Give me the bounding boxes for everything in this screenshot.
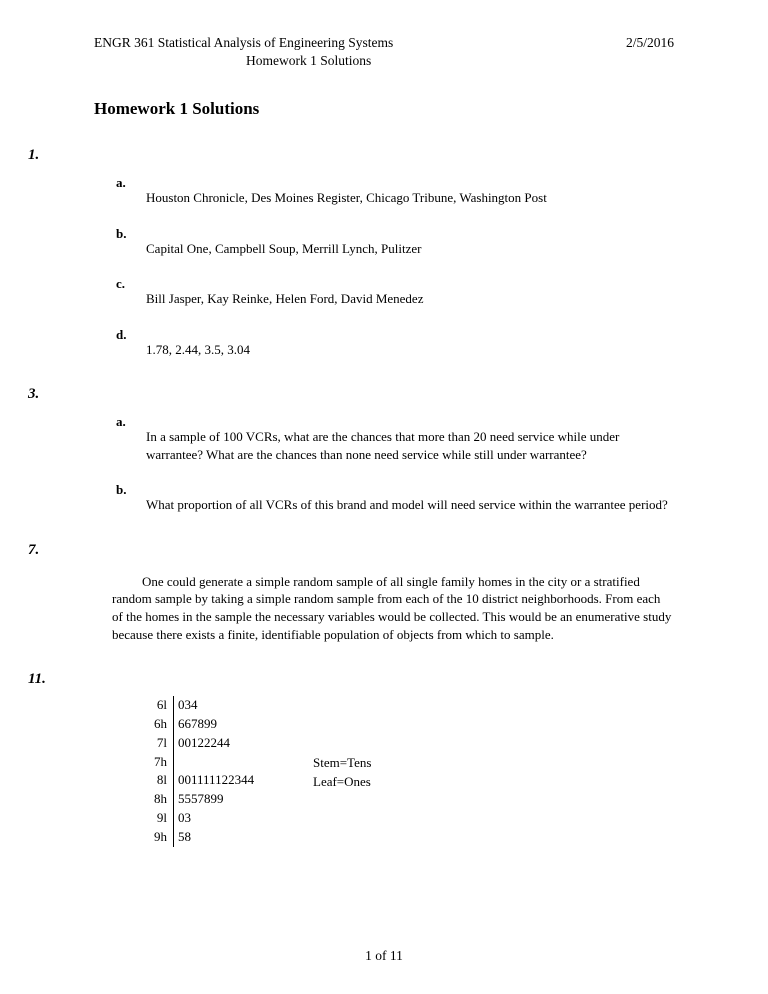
- part-text: Bill Jasper, Kay Reinke, Helen Ford, Dav…: [146, 275, 674, 308]
- problem-number: 7.: [28, 542, 674, 559]
- part-text: Houston Chronicle, Des Moines Register, …: [146, 174, 674, 207]
- part-text: 1.78, 2.44, 3.5, 3.04: [146, 326, 674, 359]
- page-header: ENGR 361 Statistical Analysis of Enginee…: [94, 34, 674, 69]
- problem-number: 11.: [28, 671, 674, 688]
- stem: 8l: [154, 771, 167, 790]
- part-text: In a sample of 100 VCRs, what are the ch…: [146, 413, 674, 463]
- key-line: Stem=Tens: [313, 754, 371, 773]
- stem: 7h: [154, 753, 167, 772]
- leaf: 667899: [178, 715, 273, 734]
- leaf: 00122244: [178, 734, 273, 753]
- problem-1: 1. a. Houston Chronicle, Des Moines Regi…: [94, 147, 674, 358]
- stem: 9l: [154, 809, 167, 828]
- stem-leaf-plot: 6l 6h 7l 7h 8l 8h 9l 9h 034 667899 00122…: [94, 696, 674, 847]
- stem-leaf-key: Stem=Tens Leaf=Ones: [313, 696, 371, 847]
- course-title: ENGR 361 Statistical Analysis of Enginee…: [94, 34, 393, 52]
- leaf: 001111122344: [178, 771, 273, 790]
- homework-subtitle: Homework 1 Solutions: [94, 52, 393, 70]
- key-line: Leaf=Ones: [313, 773, 371, 792]
- part-b: b. What proportion of all VCRs of this b…: [116, 481, 674, 514]
- date: 2/5/2016: [626, 34, 674, 69]
- page-title: Homework 1 Solutions: [94, 99, 674, 119]
- leaf: 034: [178, 696, 273, 715]
- page-footer: 1 of 11: [0, 948, 768, 964]
- part-a: a. Houston Chronicle, Des Moines Registe…: [116, 174, 674, 207]
- part-text: What proportion of all VCRs of this bran…: [146, 481, 674, 514]
- problem-3: 3. a. In a sample of 100 VCRs, what are …: [94, 386, 674, 514]
- part-label: d.: [116, 326, 150, 359]
- problem-text: One could generate a simple random sampl…: [94, 567, 674, 643]
- stem: 7l: [154, 734, 167, 753]
- stem: 6l: [154, 696, 167, 715]
- leaf: [178, 753, 273, 772]
- part-text: Capital One, Campbell Soup, Merrill Lync…: [146, 225, 674, 258]
- part-c: c. Bill Jasper, Kay Reinke, Helen Ford, …: [116, 275, 674, 308]
- part-label: a.: [116, 174, 150, 207]
- stem: 8h: [154, 790, 167, 809]
- problem-11: 11. 6l 6h 7l 7h 8l 8h 9l 9h 034 667899 0…: [94, 671, 674, 847]
- stem: 9h: [154, 828, 167, 847]
- part-a: a. In a sample of 100 VCRs, what are the…: [116, 413, 674, 463]
- stem-column: 6l 6h 7l 7h 8l 8h 9l 9h: [154, 696, 173, 847]
- part-label: b.: [116, 225, 150, 258]
- part-d: d. 1.78, 2.44, 3.5, 3.04: [116, 326, 674, 359]
- problem-number: 1.: [28, 147, 674, 164]
- part-label: a.: [116, 413, 150, 463]
- problem-number: 3.: [28, 386, 674, 403]
- leaf: 58: [178, 828, 273, 847]
- part-b: b. Capital One, Campbell Soup, Merrill L…: [116, 225, 674, 258]
- leaf-column: 034 667899 00122244 001111122344 5557899…: [173, 696, 273, 847]
- part-label: c.: [116, 275, 150, 308]
- stem: 6h: [154, 715, 167, 734]
- leaf: 03: [178, 809, 273, 828]
- leaf: 5557899: [178, 790, 273, 809]
- part-label: b.: [116, 481, 150, 514]
- problem-7: 7. One could generate a simple random sa…: [94, 542, 674, 643]
